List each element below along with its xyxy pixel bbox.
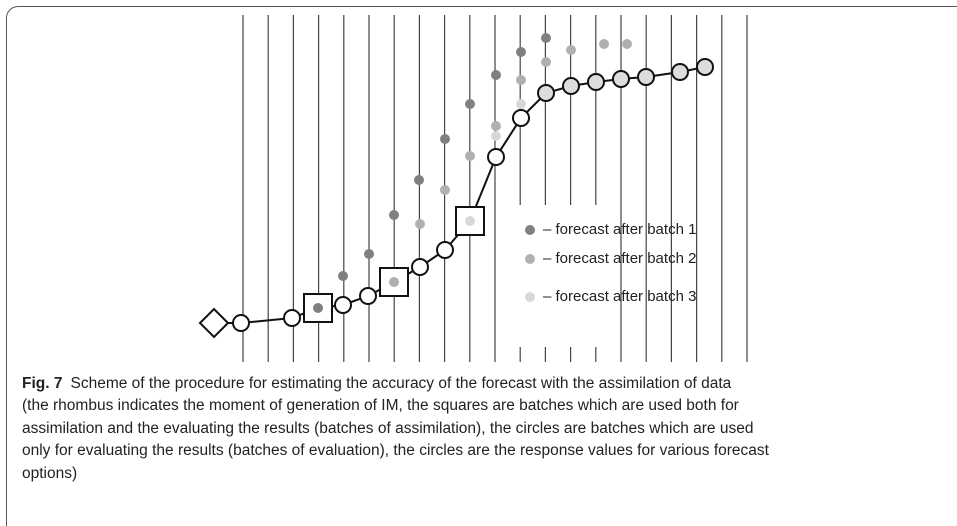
forecast-dot [414,175,424,185]
caption-line: assimilation and the evaluating the resu… [22,420,754,437]
forecast-dot [338,271,348,281]
caption-line: only for evaluating the results (batches… [22,442,769,459]
forecast-dot [465,216,475,226]
legend-label: – forecast after batch 2 [543,250,696,267]
caption-line: Fig. 7 Scheme of the procedure for estima… [22,375,731,393]
forecast-dot [389,210,399,220]
caption-text: Scheme of the procedure for estimating t… [70,375,732,392]
forecast-dot [516,99,526,109]
figure-frame [6,6,957,526]
caption-line: options) [22,465,78,482]
forecast-dot [313,303,323,313]
circle [562,77,580,95]
circle [537,84,555,102]
forecast-dot [541,57,551,67]
circle [359,287,377,305]
forecast-dot [541,33,551,43]
forecast-dot [440,134,450,144]
circle [587,73,605,91]
forecast-dot [516,47,526,57]
forecast-dot [516,75,526,85]
forecast-dot [491,131,501,141]
caption-label: Fig. 7 [22,375,63,392]
forecast-dot [440,185,450,195]
circle [334,296,352,314]
circle [487,148,505,166]
circle [283,309,301,327]
forecast-dot [465,151,475,161]
circle [232,314,250,332]
circle [637,68,655,86]
legend-dot [525,254,535,264]
forecast-dot [389,277,399,287]
curve [214,66,706,324]
forecast-dot [491,121,501,131]
rhombus [198,307,230,339]
forecast-dot [491,70,501,80]
forecast-dot [599,39,609,49]
circle [612,70,630,88]
legend-dot [525,225,535,235]
page: – forecast after batch 1 – forecast afte… [6,6,957,526]
forecast-dot [415,219,425,229]
forecast-dot [622,39,632,49]
legend-dot [525,292,535,302]
forecast-dots [313,33,632,313]
forecast-dot [566,45,576,55]
circle [696,58,714,76]
forecast-dot [364,249,374,259]
circle [671,63,689,81]
circle [436,241,454,259]
diagram: – forecast after batch 1 – forecast afte… [198,15,748,362]
circle [411,258,429,276]
circle [512,109,530,127]
legend-label: – forecast after batch 1 [543,221,696,238]
forecast-dot [465,99,475,109]
legend-label: – forecast after batch 3 [543,288,696,305]
caption-line: (the rhombus indicates the moment of gen… [22,397,739,414]
